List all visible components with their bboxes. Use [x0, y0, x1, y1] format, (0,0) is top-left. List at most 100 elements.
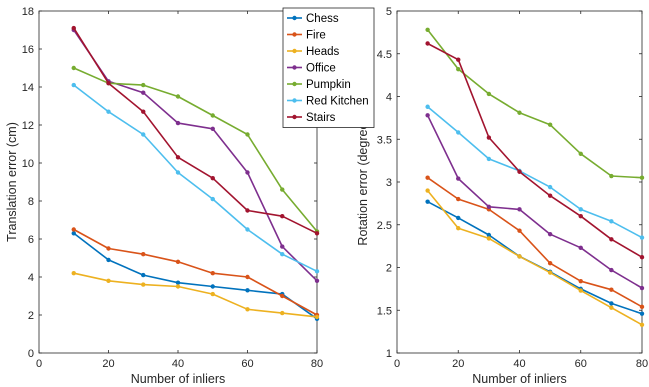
- x-axis-label: Number of inliers: [131, 372, 225, 386]
- data-point-stairs: [245, 208, 250, 213]
- data-point-heads: [609, 305, 614, 310]
- data-point-pumpkin: [210, 113, 215, 118]
- legend-marker-chess: [292, 15, 297, 21]
- y-tick-label: 2: [386, 263, 392, 275]
- data-point-fire: [141, 252, 146, 257]
- data-point-stairs: [175, 155, 181, 160]
- data-point-office: [425, 113, 430, 118]
- data-point-stairs: [609, 237, 614, 242]
- data-point-chess: [456, 215, 461, 221]
- translation-error-chart: 0 20 40 60 80 0 2 4 6 8 10 12 14 16 18 Number of inlier…: [5, 6, 323, 386]
- y-axis-label: Translation error (cm): [5, 122, 19, 242]
- data-point-heads: [106, 278, 111, 283]
- y-tick-label: 3.5: [377, 134, 392, 146]
- y-tick-label: 2: [28, 310, 34, 322]
- x-tick-label: 40: [172, 358, 184, 370]
- data-point-office: [609, 267, 614, 273]
- axes-box: [38, 10, 318, 354]
- data-point-red-kitchen: [639, 235, 645, 240]
- data-point-pumpkin: [486, 91, 492, 97]
- data-point-heads: [456, 225, 461, 231]
- data-point-fire: [517, 228, 522, 233]
- data-point-red-kitchen: [106, 109, 111, 114]
- series-line-office: [73, 29, 318, 282]
- data-point-red-kitchen: [425, 104, 430, 109]
- data-point-pumpkin: [547, 122, 553, 127]
- data-point-stairs: [141, 109, 146, 114]
- y-tick-label: 16: [22, 44, 34, 56]
- series-line-pumpkin: [73, 67, 318, 232]
- x-tick-label: 40: [513, 358, 525, 370]
- data-point-chess: [486, 232, 492, 238]
- x-tick-label: 0: [36, 358, 42, 370]
- data-point-heads: [547, 270, 553, 275]
- data-point-pumpkin: [609, 173, 614, 179]
- data-point-fire: [245, 274, 250, 280]
- data-point-chess: [106, 257, 111, 263]
- legend-marker-fire: [292, 32, 297, 37]
- legend-marker-stairs: [292, 114, 297, 120]
- data-point-stairs: [280, 214, 285, 219]
- data-point-pumpkin: [578, 151, 583, 156]
- y-tick-label: 4: [386, 92, 392, 104]
- data-point-stairs: [486, 135, 492, 140]
- data-point-pumpkin: [425, 27, 430, 33]
- data-point-heads: [425, 188, 430, 193]
- y-tick-label: 8: [28, 196, 34, 208]
- data-point-red-kitchen: [210, 196, 215, 202]
- data-point-red-kitchen: [456, 130, 461, 135]
- data-point-chess: [245, 288, 250, 293]
- legend-label-office: Office: [306, 63, 336, 75]
- data-point-heads: [280, 310, 285, 316]
- data-point-fire: [456, 196, 461, 202]
- y-tick-label: 14: [22, 82, 34, 94]
- data-point-chess: [141, 272, 146, 278]
- data-point-fire: [578, 278, 583, 284]
- legend-label-stairs: Stairs: [306, 112, 336, 124]
- data-point-red-kitchen: [245, 227, 250, 232]
- series-line-heads: [426, 190, 643, 326]
- data-point-pumpkin: [141, 82, 146, 88]
- data-point-heads: [578, 288, 583, 293]
- data-point-office: [141, 90, 146, 95]
- data-point-stairs: [425, 41, 430, 46]
- x-tick-label: 60: [241, 358, 253, 370]
- y-tick-label: 0: [28, 348, 34, 360]
- data-point-fire: [71, 227, 76, 232]
- data-point-pumpkin: [71, 65, 76, 71]
- data-point-red-kitchen: [578, 207, 583, 212]
- series-line-fire: [427, 177, 643, 308]
- data-point-stairs: [639, 255, 645, 260]
- y-tick-label: 10: [22, 158, 34, 170]
- data-point-red-kitchen: [486, 156, 492, 162]
- rotation-error-chart: 0 20 40 60 80 1 1.5 2 2.5 3 3.5 4 4.5 5 Number of inli…: [356, 6, 648, 386]
- data-point-heads: [175, 284, 181, 289]
- data-point-fire: [425, 175, 430, 180]
- data-point-chess: [175, 280, 181, 285]
- data-point-heads: [486, 236, 492, 241]
- y-tick-label: 12: [22, 120, 34, 132]
- x-tick-label: 20: [452, 358, 464, 370]
- legend-marker-pumpkin: [292, 81, 297, 87]
- series-line-heads: [73, 272, 318, 318]
- data-point-office: [210, 126, 215, 131]
- data-point-stairs: [210, 176, 215, 181]
- data-point-red-kitchen: [141, 132, 146, 137]
- y-tick-label: 6: [28, 234, 34, 246]
- series-line-stairs: [427, 42, 643, 258]
- data-point-office: [280, 244, 285, 249]
- data-point-fire: [175, 259, 181, 264]
- data-point-fire: [639, 304, 645, 310]
- y-tick-label: 1.5: [377, 305, 392, 317]
- legend-label-heads: Heads: [306, 46, 339, 58]
- y-tick-label: 4.5: [377, 49, 392, 61]
- legend-label-chess: Chess: [306, 13, 339, 25]
- data-point-fire: [280, 293, 285, 299]
- y-tick-label: 5: [386, 6, 392, 18]
- data-point-office: [547, 231, 553, 237]
- data-point-office: [314, 278, 320, 283]
- data-point-heads: [314, 314, 320, 320]
- data-point-fire: [210, 271, 215, 276]
- legend-marker-red-kitchen: [292, 98, 297, 103]
